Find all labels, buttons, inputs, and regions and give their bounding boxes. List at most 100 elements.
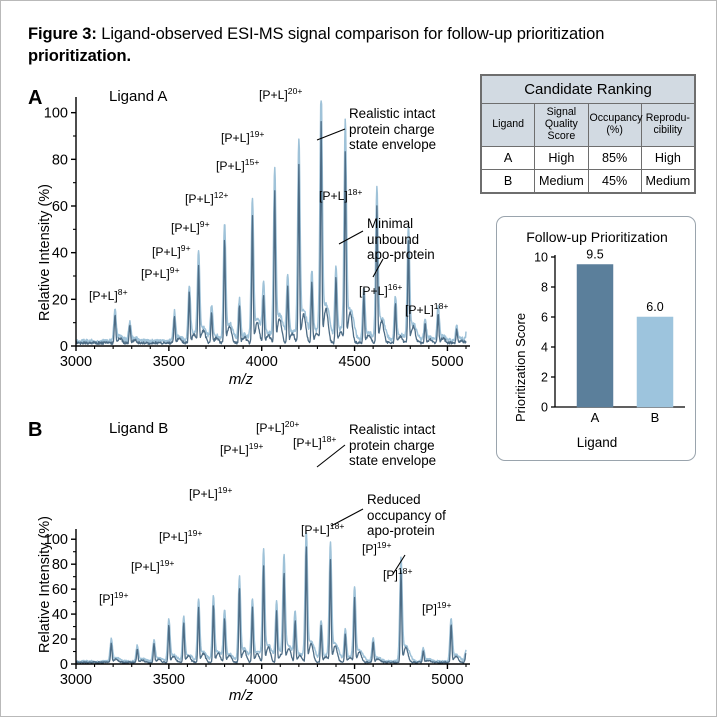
peak-label-charge: 19+ (187, 528, 203, 538)
peak-label: [P+L]19+ (221, 130, 264, 144)
bar-chart-xlabel: Ligand (576, 435, 618, 450)
peak-label-charge: 9+ (169, 265, 180, 275)
peak-label: [P+L]19+ (189, 486, 232, 500)
peak-label-base: [P+L] (141, 267, 170, 282)
panel-b-xlabel: m/z (228, 687, 254, 704)
candidate-ranking-table: Candidate Ranking Ligand Signal Quality … (480, 74, 696, 194)
peak-label-base: [P+L] (259, 88, 288, 103)
cell-occupancy: 45% (587, 168, 642, 193)
svg-text:0: 0 (60, 339, 68, 355)
annotation-note: Realistic intact protein charge state en… (349, 422, 437, 469)
header-line: Ligand (492, 117, 525, 130)
svg-text:0: 0 (541, 401, 548, 415)
peak-label-base: [P+L] (159, 530, 188, 545)
peak-label-charge: 16+ (387, 282, 403, 292)
peak-label-base: [P+L] (220, 443, 249, 458)
peak-label-base: [P+L] (293, 436, 322, 451)
svg-text:80: 80 (52, 152, 68, 168)
peak-label-charge: 15+ (244, 157, 260, 167)
peak-label-charge: 19+ (249, 129, 265, 139)
svg-text:3000: 3000 (60, 672, 92, 688)
svg-text:4000: 4000 (246, 672, 278, 688)
peak-label-base: [P+L] (256, 421, 285, 436)
bar-chart-svg: 0 2 4 6 8 10 9.5 A 6.0 B (534, 248, 685, 425)
figure-caption-main: Ligand-observed ESI-MS signal comparison… (96, 25, 605, 43)
cell-signal-quality: Medium (534, 168, 589, 193)
svg-text:40: 40 (52, 246, 68, 262)
peak-label-base: [P+L] (216, 159, 245, 174)
peak-label-base: [P+L] (189, 487, 218, 502)
peak-label-base: [P] (99, 592, 114, 607)
figure-label: Figure 3: (28, 25, 97, 43)
bar-category-label: A (591, 410, 600, 425)
header-line: cibility (653, 123, 683, 136)
svg-text:20: 20 (52, 632, 68, 648)
peak-label: [P+L]20+ (256, 420, 299, 434)
table-header-ligand: Ligand (480, 103, 536, 147)
peak-label: [P+L]16+ (359, 283, 402, 297)
peak-label: [P]19+ (422, 601, 451, 615)
svg-text:3500: 3500 (153, 672, 185, 688)
panel-b-subtitle: Ligand B (109, 420, 169, 437)
followup-prioritization-chart: Follow-up Prioritization Prioritization … (496, 216, 696, 461)
peak-label-charge: 19+ (159, 558, 175, 568)
peak-label-charge: 19+ (113, 590, 129, 600)
header-line: Signal (546, 106, 577, 118)
peak-label-charge: 18+ (433, 301, 449, 311)
peak-label-base: [P+L] (359, 284, 388, 299)
svg-text:5000: 5000 (431, 354, 463, 370)
table-header-occupancy: Occupancy (%) (587, 103, 643, 147)
bar-category-label: B (651, 410, 660, 425)
peak-label: [P+L]19+ (131, 559, 174, 573)
peak-label: [P+L]15+ (216, 158, 259, 172)
svg-text:100: 100 (44, 106, 68, 122)
peak-label: [P]19+ (99, 591, 128, 605)
peak-label: [P+L]12+ (185, 191, 228, 205)
peak-label-base: [P+L] (185, 192, 214, 207)
peak-label-charge: 19+ (376, 540, 392, 550)
svg-text:3000: 3000 (60, 354, 92, 370)
panel-a-subtitle: Ligand A (109, 88, 168, 105)
peak-label-base: [P] (422, 602, 437, 617)
svg-text:8: 8 (541, 281, 548, 295)
panel-a-svg: 0 20 40 60 80 100 3000 3500 4000 4500 5000 (44, 97, 470, 370)
header-line: Occupancy (589, 111, 643, 124)
panel-b-plot: 0 20 40 60 80 100 3000 3500 4000 4500 5000 (1, 333, 501, 703)
peak-label: [P+L]19+ (220, 442, 263, 456)
peak-label: [P+L]20+ (259, 87, 302, 101)
svg-text:4: 4 (541, 341, 548, 355)
svg-text:100: 100 (44, 532, 68, 548)
annotation-note: Realistic intact protein charge state en… (349, 106, 437, 153)
annotation-note: Minimal unbound apo-protein (367, 216, 435, 263)
table-header-row: Ligand Signal Quality Score Occupancy (%… (480, 103, 696, 147)
table-header-reproducibility: Reprodu- cibility (640, 103, 696, 147)
peak-label-base: [P+L] (171, 221, 200, 236)
peak-label: [P+L]9+ (152, 244, 191, 258)
peak-label-base: [P+L] (301, 523, 330, 538)
peak-label-base: [P+L] (131, 560, 160, 575)
svg-text:2: 2 (541, 371, 548, 385)
peak-label-charge: 20+ (284, 419, 300, 429)
bar-chart-title: Follow-up Prioritization (526, 229, 668, 245)
cell-occupancy: 85% (587, 145, 642, 170)
cell-ligand: A (480, 145, 536, 170)
svg-text:40: 40 (52, 607, 68, 623)
peak-label-charge: 9+ (180, 243, 191, 253)
peak-label: [P+L]18+ (319, 188, 362, 202)
bar-value-label: 9.5 (586, 248, 603, 262)
svg-text:60: 60 (52, 199, 68, 215)
cell-ligand: B (480, 168, 536, 193)
peak-label-base: [P+L] (319, 189, 348, 204)
peak-label: [P]19+ (362, 541, 391, 555)
annotation-note: Reduced occupancy of apo-protein (367, 492, 446, 539)
peak-label-base: [P] (362, 542, 377, 557)
header-line: Reprodu- (645, 111, 690, 124)
peak-label-base: [P+L] (152, 245, 181, 260)
svg-text:0: 0 (60, 657, 68, 673)
panel-a-xlabel: m/z (228, 371, 254, 388)
peak-label-charge: 19+ (217, 485, 233, 495)
peak-label: [P+L]18+ (405, 302, 448, 316)
figure-caption: Figure 3: Ligand-observed ESI-MS signal … (28, 23, 696, 68)
svg-text:4000: 4000 (246, 354, 278, 370)
